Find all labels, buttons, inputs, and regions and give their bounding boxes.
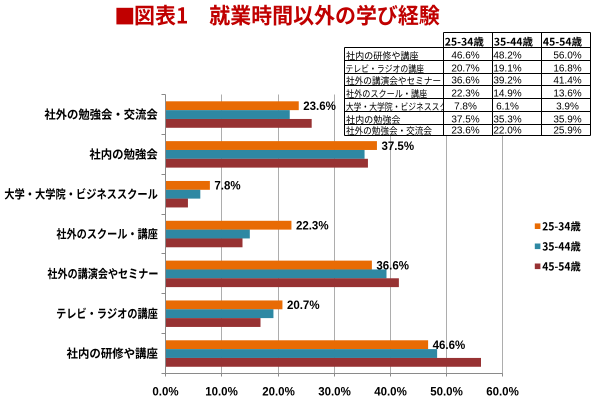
svg-text:35.9%: 35.9%: [553, 115, 581, 126]
svg-text:35.3%: 35.3%: [493, 115, 521, 126]
svg-text:16.8%: 16.8%: [553, 64, 581, 75]
svg-text:41.4%: 41.4%: [553, 76, 581, 87]
svg-text:20.7%: 20.7%: [287, 300, 320, 312]
svg-text:22.3%: 22.3%: [451, 89, 479, 100]
svg-text:22.0%: 22.0%: [493, 126, 521, 137]
svg-text:39.2%: 39.2%: [493, 76, 521, 87]
svg-text:20.7%: 20.7%: [451, 64, 479, 75]
svg-text:25.9%: 25.9%: [553, 126, 581, 137]
svg-text:3.9%: 3.9%: [556, 102, 579, 113]
svg-text:7.8%: 7.8%: [214, 181, 240, 193]
svg-text:46.6%: 46.6%: [451, 51, 479, 62]
svg-text:19.1%: 19.1%: [493, 64, 521, 75]
svg-text:10.0%: 10.0%: [205, 387, 238, 399]
svg-text:46.6%: 46.6%: [433, 340, 466, 352]
svg-text:0.0%: 0.0%: [152, 387, 178, 399]
svg-text:37.5%: 37.5%: [451, 115, 479, 126]
svg-text:20.0%: 20.0%: [262, 387, 295, 399]
svg-text:36.6%: 36.6%: [451, 76, 479, 87]
svg-text:37.5%: 37.5%: [381, 141, 414, 153]
svg-text:30.0%: 30.0%: [318, 387, 351, 399]
svg-text:22.3%: 22.3%: [296, 221, 329, 233]
svg-text:60.0%: 60.0%: [486, 387, 519, 399]
svg-text:23.6%: 23.6%: [451, 126, 479, 137]
svg-text:48.2%: 48.2%: [493, 51, 521, 62]
svg-text:23.6%: 23.6%: [303, 101, 336, 113]
svg-text:40.0%: 40.0%: [374, 387, 407, 399]
svg-text:14.9%: 14.9%: [493, 89, 521, 100]
svg-text:56.0%: 56.0%: [553, 51, 581, 62]
svg-text:7.8%: 7.8%: [454, 102, 477, 113]
svg-text:13.6%: 13.6%: [553, 89, 581, 100]
svg-text:50.0%: 50.0%: [430, 387, 463, 399]
svg-text:36.6%: 36.6%: [376, 260, 409, 272]
svg-text:6.1%: 6.1%: [496, 102, 519, 113]
